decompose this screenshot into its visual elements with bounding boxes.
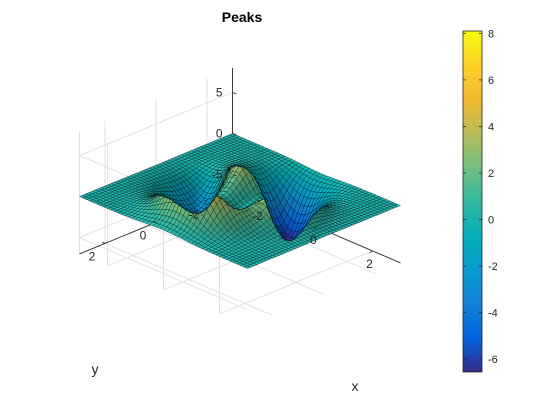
colorbar: 8 6 4 2 0 -2 -4 -6: [462, 28, 498, 373]
x-tick-label: 2: [366, 257, 373, 271]
x-tick: [257, 202, 261, 206]
y-tick: [152, 221, 157, 223]
y-tick-label: 2: [89, 249, 96, 263]
y-tick: [101, 242, 106, 244]
y-tick-label: -2: [189, 207, 200, 221]
colorbar-tick-label: -4: [488, 308, 498, 320]
x-axis-label: x: [352, 378, 359, 394]
colorbar-tick-label: -6: [488, 354, 498, 366]
z-tick: [232, 92, 237, 95]
y-axis-label: y: [92, 361, 99, 377]
z-tick-label: -5: [212, 168, 223, 182]
colorbar-tick-label: 4: [488, 121, 494, 133]
colorbar-tick-label: 6: [488, 75, 494, 87]
x-tick-label: 0: [310, 233, 317, 247]
x-tick: [369, 250, 373, 254]
chart-title: Peaks: [222, 9, 263, 25]
z-tick: [232, 133, 237, 136]
axis-ticks: -2 0 2 -2 0 2 -5 0 5: [89, 86, 374, 271]
surface-face: [393, 203, 401, 207]
peaks-surface: [79, 133, 401, 269]
z-tick-label: 0: [216, 127, 223, 141]
colorbar-tick-label: -2: [488, 261, 498, 273]
grid-line: [104, 243, 274, 316]
colorbar-tick-label: 8: [488, 28, 494, 40]
colorbar-tick-label: 0: [488, 215, 494, 227]
y-tick-label: 0: [140, 228, 147, 242]
x-tick-label: -2: [252, 209, 263, 223]
x-tick: [313, 226, 317, 230]
colorbar-tick-label: 2: [488, 168, 494, 180]
y-tick: [203, 200, 208, 202]
z-tick-label: 5: [216, 86, 223, 100]
z-tick: [232, 174, 237, 177]
colorbar-scale: [462, 30, 483, 373]
